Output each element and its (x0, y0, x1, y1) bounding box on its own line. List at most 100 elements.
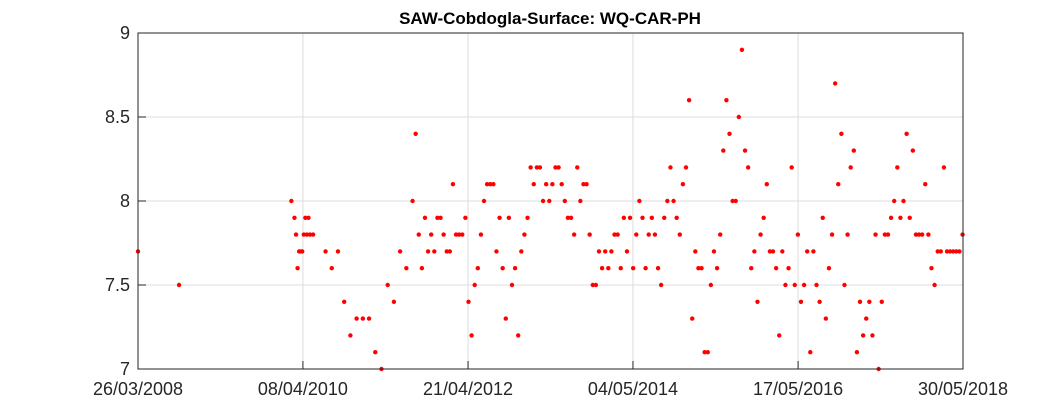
data-point (494, 249, 499, 254)
data-point (596, 249, 602, 254)
data-point (714, 266, 720, 271)
data-point (176, 282, 182, 288)
data-point (662, 215, 667, 220)
data-point (469, 333, 474, 338)
data-point (857, 299, 863, 304)
data-point (506, 215, 512, 220)
data-point (854, 350, 860, 355)
x-tick-label: 04/05/2014 (588, 379, 678, 399)
data-point (472, 282, 477, 288)
data-point (547, 198, 552, 204)
data-point (777, 333, 782, 338)
data-point (391, 299, 397, 304)
data-point (289, 198, 294, 204)
data-point (888, 215, 894, 220)
x-tick-label: 26/03/2008 (93, 379, 183, 399)
data-point (658, 282, 664, 288)
data-point (385, 282, 390, 288)
data-point (652, 232, 658, 237)
data-point (724, 98, 729, 103)
data-point (842, 282, 847, 288)
data-point (795, 232, 801, 237)
data-point (301, 232, 306, 237)
data-point (450, 182, 456, 187)
data-point (923, 182, 928, 187)
data-point (649, 215, 655, 220)
data-point (643, 266, 648, 271)
data-point (559, 182, 564, 187)
data-point (497, 215, 502, 220)
data-point (335, 249, 341, 254)
data-point (463, 215, 468, 220)
data-point (441, 232, 446, 237)
data-point (606, 266, 611, 271)
data-point (429, 232, 434, 237)
data-point (745, 165, 751, 170)
data-points (135, 47, 965, 372)
data-point (786, 266, 791, 271)
data-point (845, 232, 850, 237)
data-point (944, 249, 950, 254)
data-point (699, 266, 704, 271)
data-point (749, 266, 754, 271)
data-point (755, 299, 760, 304)
data-point (466, 299, 471, 304)
data-point (416, 232, 421, 237)
data-point (954, 249, 959, 254)
y-tick-label: 7.5 (105, 275, 130, 295)
data-point (410, 198, 415, 204)
data-point (295, 266, 300, 271)
data-point (947, 249, 953, 254)
data-point (926, 232, 931, 237)
data-point (907, 215, 912, 220)
data-point (693, 249, 698, 254)
data-point (432, 249, 437, 254)
data-point (910, 148, 916, 153)
x-tick-label: 08/04/2010 (258, 379, 348, 399)
data-point (708, 282, 714, 288)
data-point (677, 232, 682, 237)
data-point (885, 232, 891, 237)
data-point (873, 232, 878, 237)
data-point (425, 249, 431, 254)
data-point (348, 333, 353, 338)
x-tick-labels: 26/03/2008 08/04/2010 21/04/2012 04/05/2014… (93, 361, 1008, 399)
data-point (323, 249, 328, 254)
data-point (397, 249, 403, 254)
data-point (935, 249, 940, 254)
data-point (913, 232, 919, 237)
data-point (543, 182, 549, 187)
data-point (534, 165, 540, 170)
data-point (767, 249, 773, 254)
data-point (736, 114, 742, 120)
data-point (668, 165, 673, 170)
data-point (575, 165, 580, 170)
data-point (609, 249, 614, 254)
data-point (879, 299, 884, 304)
data-point (329, 266, 334, 271)
data-point (836, 182, 841, 187)
data-point (764, 182, 769, 187)
data-point (860, 333, 866, 338)
data-point (919, 232, 925, 237)
data-point (593, 282, 599, 288)
data-point (705, 350, 710, 355)
data-point (742, 148, 748, 153)
data-point (904, 131, 909, 136)
y-tick-label: 8.5 (105, 107, 130, 127)
data-point (671, 198, 676, 204)
data-point (867, 299, 872, 304)
data-point (839, 131, 844, 136)
data-point (503, 316, 508, 321)
data-point (832, 81, 838, 86)
x-tick-label: 21/04/2012 (423, 379, 513, 399)
data-point (568, 215, 574, 220)
data-point (929, 266, 934, 271)
data-point (553, 165, 558, 170)
data-point (447, 249, 453, 254)
data-point (851, 148, 856, 153)
y-tick-label: 8 (120, 191, 130, 211)
data-point (730, 198, 735, 204)
data-point (640, 215, 645, 220)
y-tick-labels: 7 7.5 8 8.5 9 (105, 23, 146, 379)
